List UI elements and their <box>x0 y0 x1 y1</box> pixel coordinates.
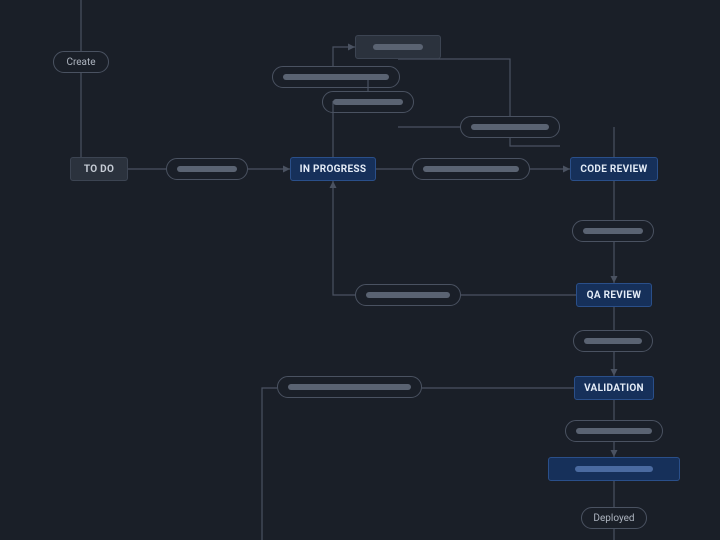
transition-pill-p7[interactable] <box>355 284 461 306</box>
transition-pill-p1[interactable] <box>272 66 400 88</box>
transition-pill-p4[interactable] <box>412 158 530 180</box>
edge-p5path_b <box>510 138 560 146</box>
status-node-final[interactable] <box>548 457 680 481</box>
edge-create <box>81 73 128 169</box>
transition-pill-deployed[interactable]: Deployed <box>581 507 647 529</box>
transition-label: Create <box>64 57 98 68</box>
transition-pill-p8[interactable] <box>573 330 653 352</box>
workflow-canvas: TO DO IN PROGRESS CODE REVIEW QA REVIEW VALI… <box>0 0 720 540</box>
edge-p9_left <box>262 388 277 540</box>
status-node-qareview[interactable]: QA REVIEW <box>576 283 652 307</box>
transition-label: Deployed <box>592 513 636 524</box>
edge-p7_left <box>333 181 355 295</box>
transition-pill-create[interactable]: Create <box>53 51 109 73</box>
edge-p1 <box>333 47 355 66</box>
edge-p5path_a <box>398 59 510 116</box>
status-node-todo[interactable]: TO DO <box>70 157 128 181</box>
transition-pill-p6[interactable] <box>572 220 654 242</box>
transition-pill-p10[interactable] <box>565 420 663 442</box>
status-node-inprogress[interactable]: IN PROGRESS <box>290 157 376 181</box>
status-node-validation[interactable]: VALIDATION <box>574 376 654 400</box>
status-node-topgrey[interactable] <box>355 35 441 59</box>
transition-pill-p5[interactable] <box>460 116 560 138</box>
transition-pill-p9[interactable] <box>277 376 422 398</box>
transition-pill-p2[interactable] <box>322 91 414 113</box>
status-node-codereview[interactable]: CODE REVIEW <box>570 157 658 181</box>
transition-pill-p3[interactable] <box>166 158 248 180</box>
